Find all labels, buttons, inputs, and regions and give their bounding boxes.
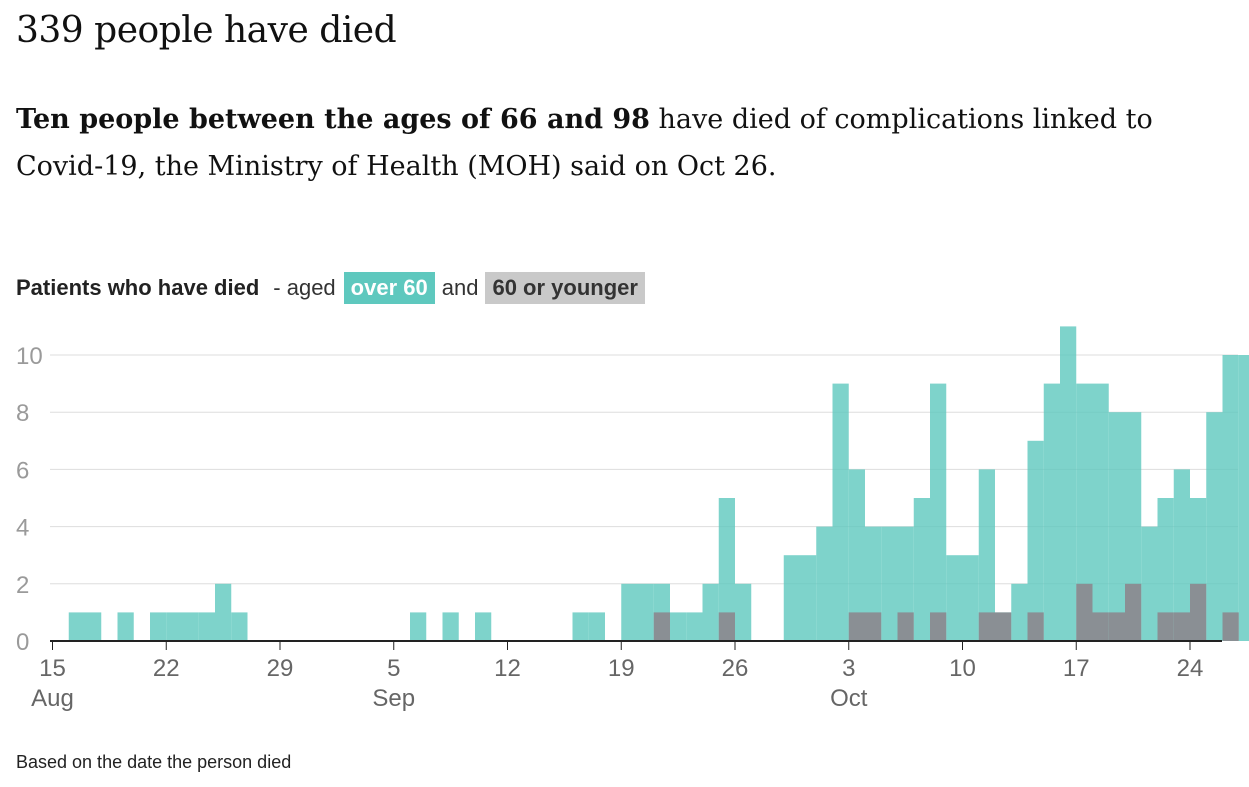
bar-60-or-younger <box>1125 583 1142 641</box>
bar-over-60 <box>637 583 654 641</box>
bar-60-or-younger <box>1027 612 1044 641</box>
bar-over-60 <box>621 583 638 641</box>
bar-60-or-younger <box>1076 583 1093 641</box>
bar-over-60 <box>1206 412 1223 641</box>
y-tick-label: 2 <box>16 572 29 599</box>
bar-over-60 <box>930 383 947 641</box>
bar-over-60 <box>1043 383 1060 641</box>
bar-over-60 <box>1011 583 1028 641</box>
bar-over-60 <box>1060 326 1077 641</box>
legend-chip-over-60: over 60 <box>343 272 435 304</box>
lede-bold-text: Ten people between the ages of 66 and 98 <box>16 104 650 135</box>
bar-60-or-younger <box>978 612 995 641</box>
legend-prefix: - aged <box>273 275 336 300</box>
x-tick-label: 24 <box>1177 655 1204 682</box>
x-tick-month-label: Oct <box>830 685 868 712</box>
bar-over-60 <box>1108 412 1125 641</box>
bar-over-60 <box>166 612 183 641</box>
x-tick-label: 22 <box>153 655 180 682</box>
bar-over-60 <box>783 555 800 641</box>
bar-60-or-younger <box>848 612 865 641</box>
bar-over-60 <box>198 612 215 641</box>
chart-legend: Patients who have died - aged over 60 an… <box>16 268 652 308</box>
y-tick-label: 4 <box>16 515 29 542</box>
y-tick-label: 6 <box>16 457 29 484</box>
x-tick-label: 19 <box>608 655 635 682</box>
legend-joiner: and <box>441 275 479 300</box>
bar-over-60 <box>702 583 719 641</box>
bar-60-or-younger <box>865 612 882 641</box>
bar-over-60 <box>442 612 459 641</box>
bar-over-60 <box>735 583 752 641</box>
lede-paragraph: Ten people between the ages of 66 and 98… <box>16 96 1216 190</box>
bar-60-or-younger <box>1157 612 1174 641</box>
bar-over-60 <box>85 612 102 641</box>
bar-over-60 <box>1157 498 1174 641</box>
bar-over-60 <box>881 526 898 641</box>
bar-over-60 <box>978 469 995 641</box>
bar-over-60 <box>588 612 605 641</box>
bar-over-60 <box>718 498 735 641</box>
bar-over-60 <box>1092 383 1109 641</box>
bar-over-60 <box>231 612 248 641</box>
bar-over-60 <box>800 555 817 641</box>
bar-over-60 <box>913 498 930 641</box>
bar-over-60 <box>117 612 134 641</box>
bar-over-60 <box>1141 526 1158 641</box>
bar-60-or-younger <box>1108 612 1125 641</box>
bar-over-60 <box>1076 383 1093 641</box>
x-tick-label: 12 <box>494 655 521 682</box>
x-tick-month-label: Sep <box>372 685 415 712</box>
legend-chip-60-or-younger: 60 or younger <box>485 272 645 304</box>
bar-over-60 <box>475 612 492 641</box>
bar-over-60 <box>150 612 167 641</box>
x-tick-month-label: Aug <box>31 685 74 712</box>
x-tick-label: 26 <box>722 655 749 682</box>
y-tick-label: 10 <box>16 343 43 370</box>
bar-over-60 <box>572 612 589 641</box>
bar-over-60 <box>1173 469 1190 641</box>
bar-60-or-younger <box>930 612 947 641</box>
bar-60-or-younger <box>718 612 735 641</box>
x-tick-label: 15 <box>39 655 66 682</box>
bar-over-60 <box>182 612 199 641</box>
x-tick-label: 3 <box>842 655 855 682</box>
bar-over-60 <box>848 469 865 641</box>
footnote: Based on the date the person died <box>16 752 292 772</box>
x-tick-label: 29 <box>267 655 294 682</box>
bar-60-or-younger <box>1190 583 1207 641</box>
bar-over-60 <box>1027 440 1044 641</box>
x-tick-label: 5 <box>387 655 400 682</box>
bar-over-60 <box>962 555 979 641</box>
bar-over-60 <box>832 383 849 641</box>
bar-60-or-younger <box>1222 612 1239 641</box>
bar-over-60 <box>1238 355 1249 641</box>
y-tick-label: 0 <box>16 629 29 656</box>
lede-rest-text: have died of complications linked to Cov… <box>16 104 1153 182</box>
x-tick-label: 10 <box>949 655 976 682</box>
bar-over-60 <box>410 612 427 641</box>
bar-over-60 <box>946 555 963 641</box>
bar-60-or-younger <box>1173 612 1190 641</box>
headline: 339 people have died <box>16 10 397 51</box>
bar-over-60 <box>670 612 687 641</box>
bar-over-60 <box>1222 355 1239 641</box>
y-tick-label: 8 <box>16 400 29 427</box>
x-tick-label: 17 <box>1063 655 1090 682</box>
bar-over-60 <box>215 583 232 641</box>
bar-60-or-younger <box>653 612 670 641</box>
legend-title: Patients who have died <box>16 275 260 300</box>
bar-60-or-younger <box>1092 612 1109 641</box>
bar-over-60 <box>816 526 833 641</box>
bar-60-or-younger <box>995 612 1012 641</box>
bar-over-60 <box>686 612 703 641</box>
bar-60-or-younger <box>897 612 914 641</box>
bar-over-60 <box>68 612 85 641</box>
